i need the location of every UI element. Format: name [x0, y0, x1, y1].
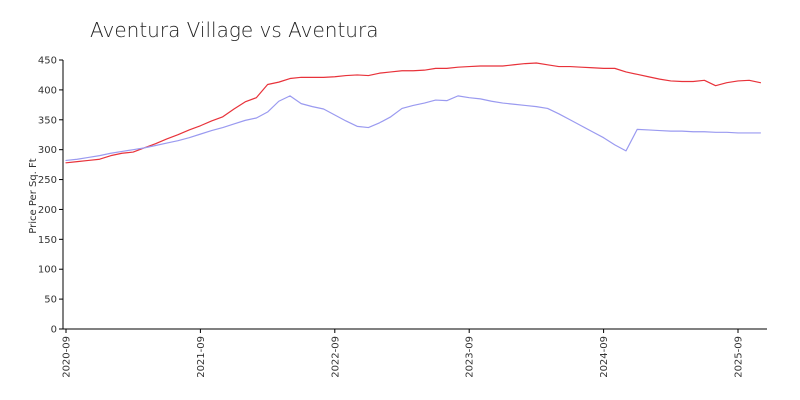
y-tick-label: 250	[38, 175, 57, 186]
y-tick-label: 400	[38, 85, 57, 96]
series-line-1	[65, 95, 762, 162]
y-axis-label: Price Per Sq. Ft	[28, 158, 39, 233]
y-tick-label: 100	[38, 265, 57, 276]
x-tick-label: 2024-09	[599, 336, 610, 378]
x-tick-label: 2023-09	[465, 336, 476, 378]
x-tick-label: 2021-09	[196, 336, 207, 378]
y-tick-label: 200	[38, 205, 57, 216]
y-tick-label: 350	[38, 115, 57, 126]
x-tick-label: 2025-09	[734, 336, 745, 378]
y-tick-label: 300	[38, 145, 57, 156]
x-tick-label: 2022-09	[330, 336, 341, 378]
y-tick-label: 50	[44, 295, 57, 306]
x-axis-ticks: 2020-09 2021-09 2022-09 2023-09 2024-09 2025-…	[62, 329, 745, 378]
series-layer	[65, 62, 762, 164]
series-line-0	[65, 62, 762, 164]
y-tick-label: 0	[51, 325, 57, 336]
chart-title: Aventura Village vs Aventura	[90, 18, 378, 42]
y-tick-label: 450	[38, 56, 57, 67]
x-tick-label: 2020-09	[62, 336, 73, 378]
y-tick-label: 150	[38, 235, 57, 246]
y-axis-ticks: 0 50 100 150 200 250 300 350 400 450	[38, 56, 63, 336]
